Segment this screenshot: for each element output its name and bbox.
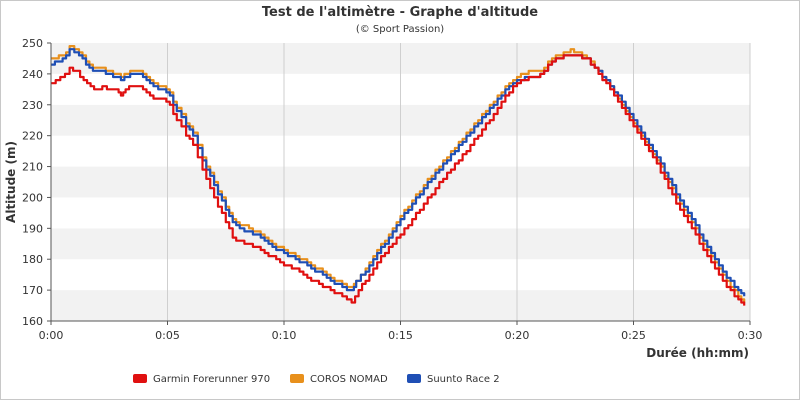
- y-tick-label: 160: [22, 315, 43, 328]
- y-tick-label: 180: [22, 253, 43, 266]
- series-line-coros-nomad: [51, 45, 746, 303]
- x-tick-labels: 0:00 0:05 0:10 0:15 0:20 0:25 0:30: [39, 329, 763, 342]
- x-tick-label: 0:00: [39, 329, 64, 342]
- x-tick-label: 0:15: [388, 329, 413, 342]
- x-tick-label: 0:10: [272, 329, 297, 342]
- series-layer: [51, 45, 746, 306]
- legend-swatch-coros-nomad: [290, 374, 304, 383]
- y-tick-label: 200: [22, 191, 43, 204]
- y-tick-label: 190: [22, 222, 43, 235]
- legend-swatch-garmin-forerunner-970: [133, 374, 147, 383]
- x-tick-label: 0:05: [155, 329, 180, 342]
- y-axis-title: Altitude (m): [4, 141, 18, 223]
- y-tick-label: 210: [22, 161, 43, 174]
- legend-label-coros-nomad: COROS NOMAD: [310, 374, 388, 385]
- legend: Garmin Forerunner 970 COROS NOMAD Suunto R…: [133, 374, 500, 385]
- legend-swatch-suunto-race-2: [407, 374, 421, 383]
- legend-label-suunto-race-2: Suunto Race 2: [427, 374, 500, 385]
- x-axis-title: Durée (hh:mm): [646, 346, 749, 360]
- y-tick-label: 230: [22, 99, 43, 112]
- series-line-suunto-race-2: [51, 48, 746, 297]
- x-tick-label: 0:20: [505, 329, 530, 342]
- legend-label-garmin-forerunner-970: Garmin Forerunner 970: [153, 374, 270, 385]
- y-tick-label: 240: [22, 68, 43, 81]
- x-tick-label: 0:25: [621, 329, 646, 342]
- chart-subtitle: (© Sport Passion): [356, 24, 444, 35]
- series-line-garmin-forerunner-970: [51, 54, 746, 306]
- y-tick-labels: 160 170 180 190 200 210 220 230 240 250: [22, 37, 43, 328]
- axes: [47, 42, 751, 325]
- y-tick-label: 170: [22, 284, 43, 297]
- chart-title: Test de l'altimètre - Graphe d'altitude: [262, 5, 538, 20]
- y-tick-label: 250: [22, 37, 43, 50]
- x-tick-label: 0:30: [738, 329, 763, 342]
- y-tick-label: 220: [22, 130, 43, 143]
